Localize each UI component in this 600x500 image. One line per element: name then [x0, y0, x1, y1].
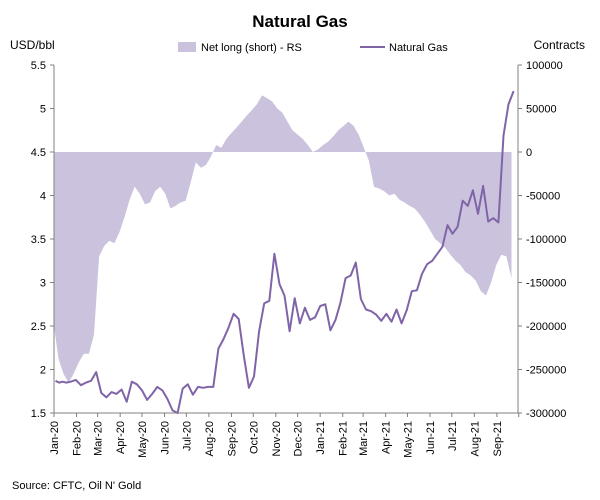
x-tick-label: Apr-21 — [381, 421, 393, 454]
x-tick-label: Jan-21 — [315, 421, 327, 455]
x-tick-label: Aug-20 — [204, 421, 216, 456]
y-left-tick-label: 3 — [40, 278, 46, 290]
y-right-tick-label: -100000 — [526, 234, 566, 246]
y-right-tick-label: -200000 — [526, 321, 566, 333]
natural-gas-line-layer — [55, 90, 515, 414]
y-right-tick-label: -250000 — [526, 365, 566, 377]
x-tick-label: Jun-21 — [425, 421, 437, 455]
x-tick-label: Jan-20 — [49, 421, 61, 455]
y-left-tick-label: 2.5 — [31, 321, 46, 333]
x-tick-label: Feb-21 — [338, 421, 350, 456]
x-tick-label: Mar-20 — [93, 421, 105, 456]
x-tick-label: Mar-21 — [358, 421, 370, 456]
y-right-tick-label: -150000 — [526, 278, 566, 290]
natural-gas-line — [55, 90, 515, 414]
x-tick-label: Jul-20 — [181, 421, 193, 451]
y-axis-left-label: USD/bbl — [10, 38, 55, 52]
y-left-tick-label: 4 — [40, 191, 46, 203]
y-axis-right-label: Contracts — [534, 38, 585, 52]
x-tick-label: Sep-21 — [492, 421, 504, 456]
x-tick-label: May-20 — [137, 421, 149, 458]
x-tick-label: Nov-20 — [271, 421, 283, 456]
y-left-tick-label: 5.5 — [31, 60, 46, 72]
x-tick-label: Jun-20 — [160, 421, 172, 455]
y-left-tick-label: 5 — [40, 104, 46, 116]
x-tick-label: Aug-21 — [469, 421, 481, 456]
y-right-tick-label: 100000 — [526, 60, 563, 72]
y-left-tick-label: 4.5 — [31, 147, 46, 159]
x-tick-label: May-21 — [402, 421, 414, 458]
x-tick-label: Feb-20 — [72, 421, 84, 456]
x-tick-label: Apr-20 — [115, 421, 127, 454]
x-tick-label: Oct-20 — [248, 421, 260, 454]
x-tick-label: Dec-20 — [293, 421, 305, 456]
y-left-tick-label: 3.5 — [31, 234, 46, 246]
legend-label-net-long: Net long (short) - RS — [201, 42, 302, 54]
y-right-tick-label: -300000 — [526, 408, 566, 420]
x-tick-label: Sep-20 — [226, 421, 238, 456]
x-tick-label: Jul-21 — [447, 421, 459, 451]
legend: Net long (short) - RS Natural Gas — [178, 42, 448, 54]
net-long-area — [54, 95, 512, 383]
y-left-tick-label: 1.5 — [31, 408, 46, 420]
ticks-layer: 1.5 2 2.5 3 3.5 4 4.5 5 5.5 -300000 -250000 -200000… — [31, 60, 567, 458]
legend-label-natural-gas: Natural Gas — [389, 42, 448, 54]
y-right-tick-label: 0 — [526, 147, 532, 159]
y-right-tick-label: 50000 — [526, 104, 557, 116]
source-note: Source: CFTC, Oil N' Gold — [12, 480, 141, 492]
y-left-tick-label: 2 — [40, 365, 46, 377]
net-long-area-layer — [54, 95, 512, 383]
chart-title: Natural Gas — [252, 12, 347, 31]
y-right-tick-label: -50000 — [526, 191, 560, 203]
legend-swatch-net-long — [178, 42, 196, 52]
